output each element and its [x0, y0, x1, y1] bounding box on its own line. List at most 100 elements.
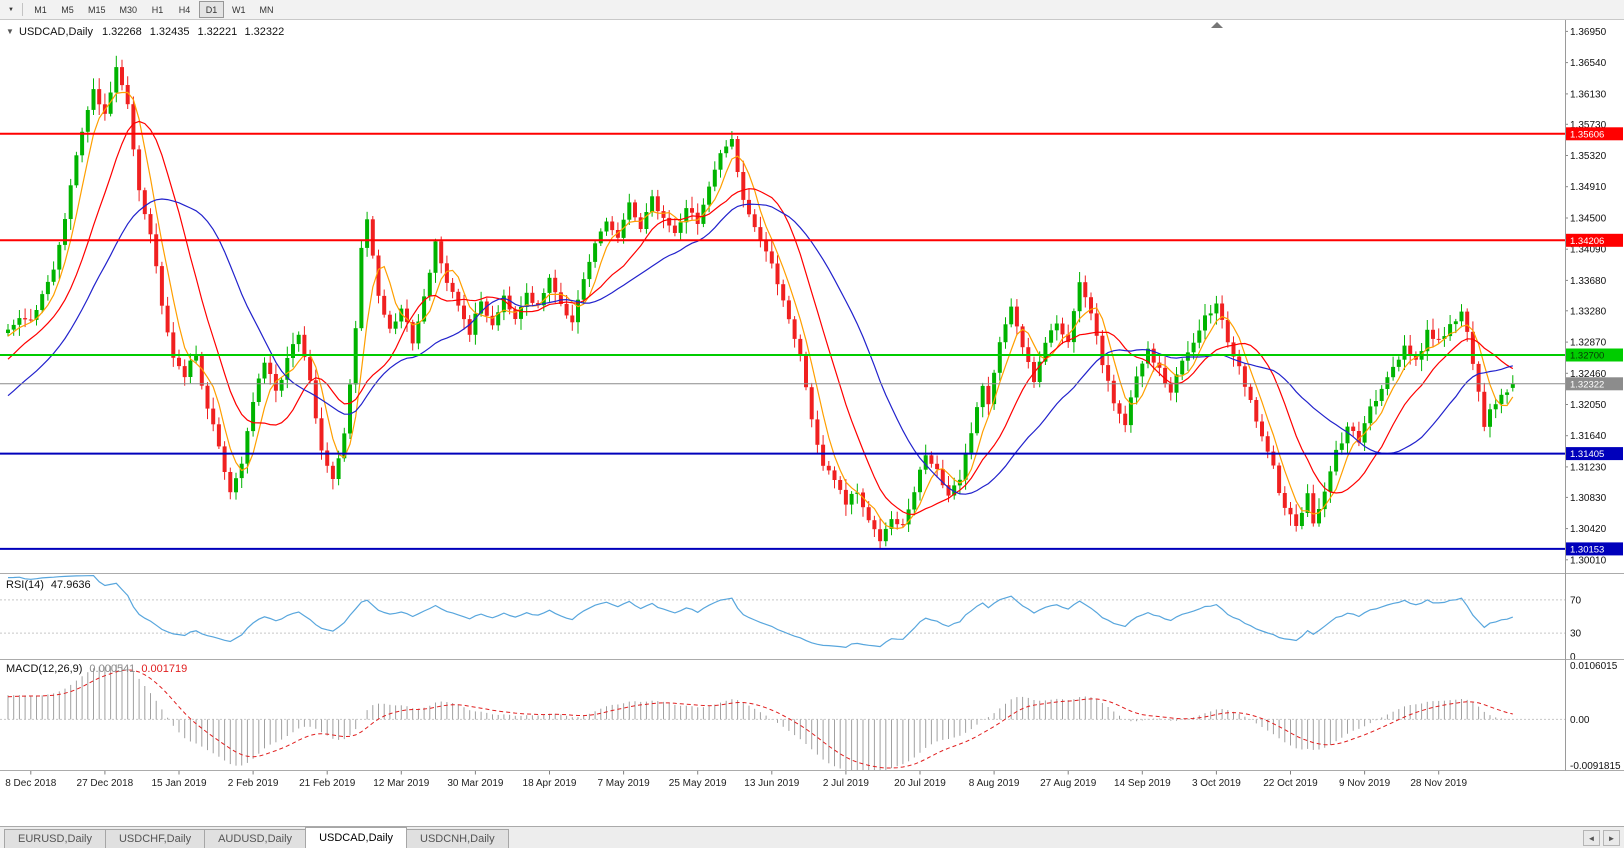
tabs-scroll-left-icon[interactable]: ◄ — [1583, 830, 1600, 846]
candle — [843, 479, 848, 516]
chart-shift-marker — [1211, 22, 1223, 28]
svg-text:1.35606: 1.35606 — [1570, 129, 1604, 140]
candle — [142, 187, 147, 220]
price-axis[interactable]: 1.36950 1.36540 1.36130 1.35730 1.35320 1.349… — [1565, 27, 1623, 566]
candle — [1459, 304, 1464, 328]
candle — [1339, 432, 1344, 455]
timeframe-button-m30[interactable]: M30 — [114, 1, 144, 18]
candle — [786, 295, 791, 324]
candle — [587, 254, 592, 287]
candle — [450, 278, 455, 299]
candle — [519, 296, 523, 330]
candle — [878, 518, 883, 550]
timeframe-button-m1[interactable]: M1 — [28, 1, 53, 18]
candle — [1208, 305, 1213, 324]
candle — [1470, 321, 1475, 371]
chart-tab-audusd[interactable]: AUDUSD,Daily — [204, 829, 307, 848]
date-axis[interactable]: 8 Dec 2018 27 Dec 2018 15 Jan 2019 2 Feb 20… — [5, 770, 1467, 790]
candle — [433, 238, 438, 283]
chart-tab-usdcad[interactable]: USDCAD,Daily — [305, 827, 408, 848]
candle — [1271, 445, 1276, 469]
macd-axis-label: 0.0106015 — [1570, 661, 1618, 672]
candle — [279, 377, 284, 397]
candle — [644, 203, 649, 234]
ohlc-open: 1.32268 — [102, 26, 142, 38]
candle — [747, 188, 751, 218]
candle — [633, 199, 637, 222]
price-axis-label: 1.31230 — [1570, 462, 1607, 473]
timeframe-button-w1[interactable]: W1 — [226, 1, 252, 18]
macd-signal-value: 0.001719 — [141, 663, 187, 675]
candle — [1203, 304, 1207, 340]
timeframe-button-mn[interactable]: MN — [254, 1, 280, 18]
price-axis-label: 1.34910 — [1570, 182, 1607, 193]
price-axis-label: 1.30010 — [1570, 555, 1607, 566]
ohlc-close: 1.32322 — [244, 26, 284, 38]
timeframe-button-m5[interactable]: M5 — [55, 1, 80, 18]
candle — [627, 193, 632, 225]
candle — [108, 81, 113, 117]
candle — [1488, 403, 1492, 438]
chart-collapse-icon[interactable]: ▼ — [6, 27, 14, 36]
toolbar-dropdown-icon[interactable]: ▼ — [3, 2, 19, 18]
candle — [1020, 324, 1025, 355]
date-label: 14 Sep 2019 — [1114, 778, 1171, 789]
chart-tab-usdchf[interactable]: USDCHF,Daily — [104, 829, 206, 848]
timeframe-button-h1[interactable]: H1 — [145, 1, 170, 18]
date-label: 27 Dec 2018 — [77, 778, 134, 789]
candle — [1242, 363, 1247, 397]
candle — [1260, 414, 1264, 442]
chart-tabs-bar: EURUSD,Daily USDCHF,Daily AUDUSD,Daily USDC… — [0, 826, 1624, 848]
candle — [1089, 292, 1093, 321]
timeframe-button-h4[interactable]: H4 — [172, 1, 197, 18]
candle — [866, 501, 871, 523]
candle — [68, 178, 73, 230]
timeframe-button-d1[interactable]: D1 — [199, 1, 225, 18]
candle — [114, 55, 119, 103]
price-tag-1.31405: 1.31405 — [1566, 447, 1623, 461]
candle — [1026, 337, 1031, 369]
date-label: 8 Dec 2018 — [5, 778, 57, 789]
ma-mid-line — [7, 120, 1514, 516]
candle — [1351, 422, 1356, 437]
candle — [855, 483, 860, 504]
candle — [382, 289, 387, 318]
macd-axis-label: -0.0091815 — [1570, 761, 1621, 772]
candle — [467, 315, 472, 342]
candle — [1442, 327, 1447, 347]
chart-window[interactable]: 1.36950 1.36540 1.36130 1.35730 1.35320 1.349… — [0, 20, 1624, 826]
svg-text:1.34206: 1.34206 — [1570, 236, 1604, 247]
candle — [610, 216, 615, 236]
macd-axis-label: 0.00 — [1570, 715, 1590, 726]
price-axis-label: 1.35730 — [1570, 120, 1607, 131]
candle — [752, 209, 757, 232]
macd-panel[interactable]: 0.0106015 0.00 -0.0091815 — [0, 661, 1621, 772]
date-label: 21 Feb 2019 — [299, 778, 356, 789]
candle — [684, 199, 689, 234]
candle — [63, 213, 67, 251]
candle — [34, 305, 39, 326]
candle — [148, 208, 153, 244]
candle — [1094, 303, 1099, 345]
candle — [1368, 398, 1373, 431]
symbol-label: USDCAD,Daily — [19, 26, 93, 38]
chart-tab-eurusd[interactable]: EURUSD,Daily — [4, 829, 106, 848]
candle — [798, 334, 803, 362]
candle — [6, 324, 10, 337]
timeframe-button-m15[interactable]: M15 — [82, 1, 112, 18]
candle — [1083, 275, 1088, 308]
ma-slow-line — [7, 198, 1513, 495]
tab-scroll-buttons: ◄ ► — [1583, 830, 1620, 848]
rsi-panel[interactable]: 70 30 0 — [0, 574, 1582, 663]
candle — [718, 149, 723, 178]
svg-text:1.31405: 1.31405 — [1570, 449, 1604, 460]
candle — [678, 213, 683, 241]
chart-tab-usdcnh[interactable]: USDCNH,Daily — [406, 829, 509, 848]
candle — [137, 145, 142, 202]
date-label: 8 Aug 2019 — [969, 778, 1020, 789]
candles-series — [6, 55, 1515, 550]
candle — [524, 283, 529, 316]
candle — [165, 296, 170, 337]
tabs-scroll-right-icon[interactable]: ► — [1603, 830, 1620, 846]
candle — [1345, 422, 1350, 454]
